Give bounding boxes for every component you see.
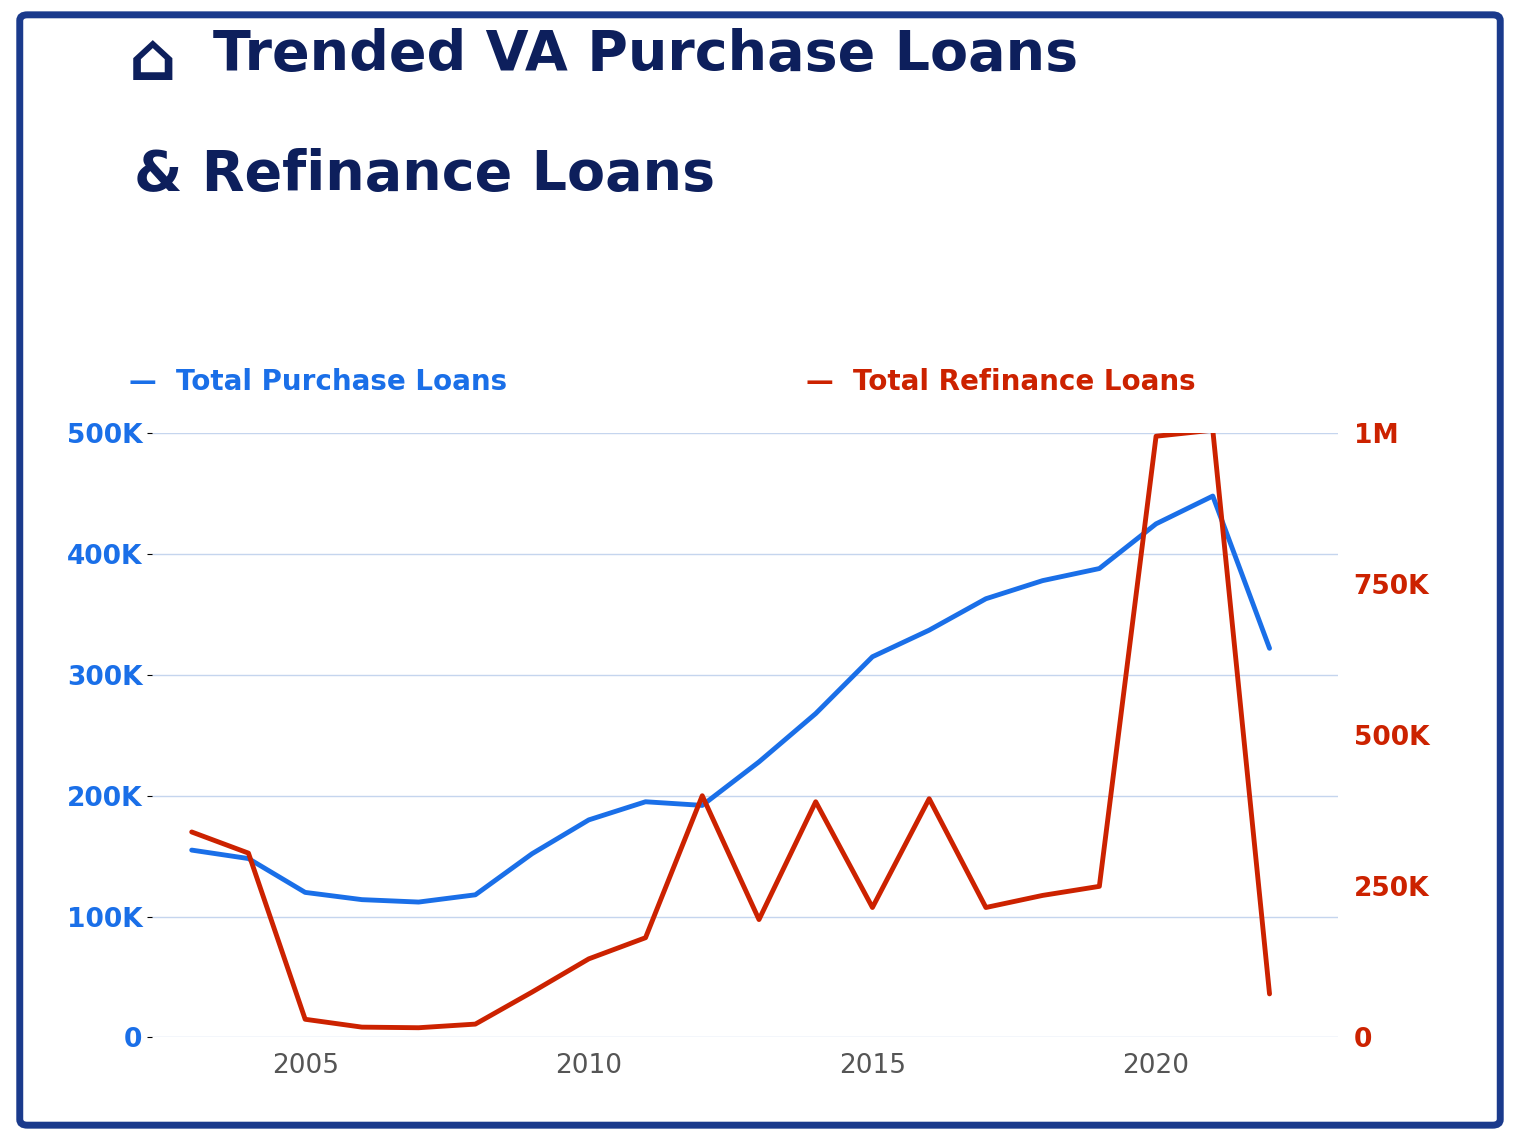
Text: —  Total Purchase Loans: — Total Purchase Loans — [129, 368, 508, 396]
Text: —  Total Refinance Loans: — Total Refinance Loans — [806, 368, 1195, 396]
Text: & Refinance Loans: & Refinance Loans — [134, 148, 714, 202]
Text: Trended VA Purchase Loans: Trended VA Purchase Loans — [213, 28, 1078, 82]
Text: ⌂: ⌂ — [129, 28, 176, 95]
